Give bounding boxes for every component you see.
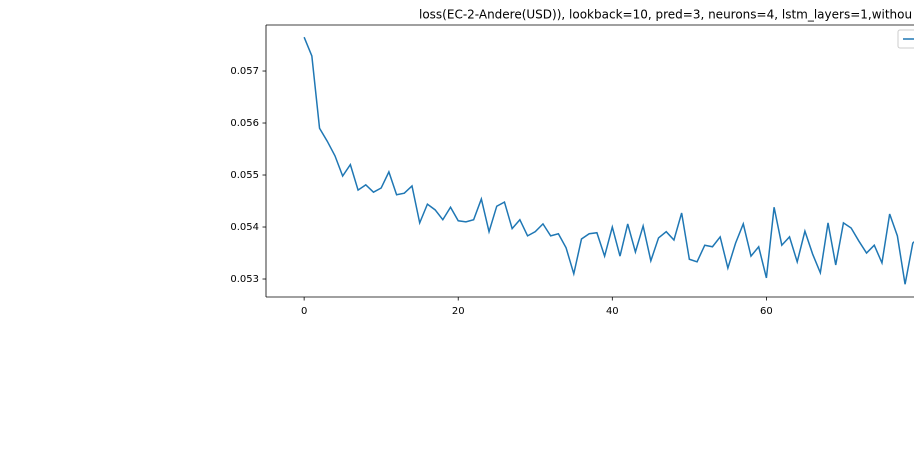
y-tick-label: 0.055 xyxy=(230,170,259,181)
x-tick-label: 0 xyxy=(301,306,307,317)
plot-area xyxy=(303,36,914,285)
x-tick-label: 40 xyxy=(606,306,619,317)
y-tick-label: 0.053 xyxy=(230,274,259,285)
chart-title: loss(EC-2-Andere(USD)), lookback=10, pre… xyxy=(419,8,912,22)
y-tick-label: 0.056 xyxy=(230,118,259,129)
line-series xyxy=(303,36,914,285)
y-tick-label: 0.054 xyxy=(230,222,259,233)
x-tick-label: 20 xyxy=(452,306,465,317)
x-tick-label: 60 xyxy=(760,306,773,317)
y-tick-label: 0.057 xyxy=(230,66,259,77)
